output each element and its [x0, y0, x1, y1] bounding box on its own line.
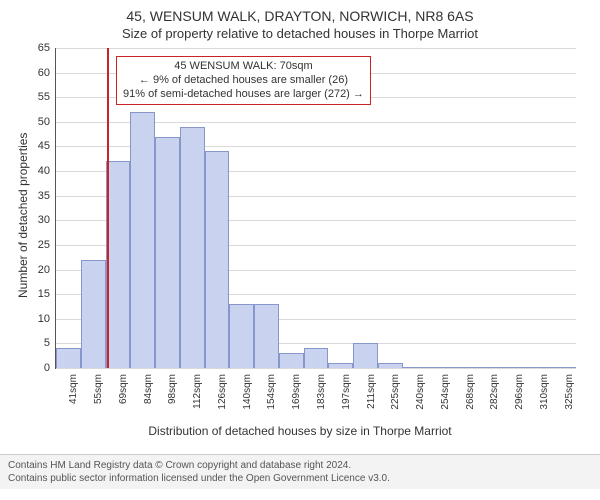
y-tick-label: 0 [44, 362, 50, 374]
x-tick-label: 112sqm [192, 374, 203, 414]
y-tick-label: 65 [38, 42, 50, 54]
y-tick-label: 50 [38, 116, 50, 128]
x-tick-label: 140sqm [242, 374, 253, 414]
annotation-line: 91% of semi-detached houses are larger (… [123, 88, 364, 102]
y-tick-label: 55 [38, 91, 50, 103]
x-tick-label: 268sqm [465, 374, 476, 414]
y-tick-label: 15 [38, 288, 50, 300]
histogram-bar [279, 353, 304, 368]
histogram-bar [353, 343, 378, 368]
y-tick-label: 60 [38, 67, 50, 79]
reference-marker-line [107, 48, 109, 368]
histogram-bar [229, 304, 254, 368]
y-tick-label: 35 [38, 190, 50, 202]
x-axis-title: Distribution of detached houses by size … [0, 424, 600, 438]
histogram-bar [81, 260, 106, 368]
y-tick-label: 20 [38, 264, 50, 276]
histogram-bar [205, 151, 230, 368]
y-axis-title: Number of detached properties [16, 133, 30, 298]
histogram-bar [452, 367, 477, 368]
x-tick-label: 154sqm [266, 374, 277, 414]
chart-title-line2: Size of property relative to detached ho… [0, 26, 600, 41]
x-tick-label: 98sqm [167, 374, 178, 414]
x-tick-label: 55sqm [93, 374, 104, 414]
chart-title-line1: 45, WENSUM WALK, DRAYTON, NORWICH, NR8 6… [0, 8, 600, 24]
x-tick-label: 296sqm [514, 374, 525, 414]
x-tick-label: 169sqm [291, 374, 302, 414]
annotation-line: ← 9% of detached houses are smaller (26) [123, 74, 364, 88]
histogram-bar [106, 161, 131, 368]
x-tick-label: 197sqm [341, 374, 352, 414]
x-tick-label: 310sqm [539, 374, 550, 414]
histogram-bar [56, 348, 81, 368]
y-tick-label: 5 [44, 337, 50, 349]
histogram-bar [526, 367, 551, 368]
x-tick-label: 211sqm [366, 374, 377, 414]
x-tick-label: 225sqm [390, 374, 401, 414]
y-tick-label: 10 [38, 313, 50, 325]
histogram-bar [378, 363, 403, 368]
histogram-bar [155, 137, 180, 368]
histogram-chart: 45, WENSUM WALK, DRAYTON, NORWICH, NR8 6… [0, 0, 600, 500]
x-tick-label: 126sqm [217, 374, 228, 414]
histogram-bar [502, 367, 527, 368]
histogram-bar [551, 367, 576, 368]
histogram-bar [477, 367, 502, 368]
y-tick-label: 45 [38, 140, 50, 152]
attribution-line2: Contains public sector information licen… [8, 472, 592, 485]
x-tick-label: 254sqm [440, 374, 451, 414]
histogram-bar [304, 348, 329, 368]
y-tick-label: 40 [38, 165, 50, 177]
x-tick-label: 41sqm [68, 374, 79, 414]
x-tick-label: 282sqm [489, 374, 500, 414]
x-tick-label: 325sqm [564, 374, 575, 414]
histogram-bar [130, 112, 155, 368]
histogram-bar [180, 127, 205, 368]
annotation-box: 45 WENSUM WALK: 70sqm← 9% of detached ho… [116, 56, 371, 105]
annotation-line: 45 WENSUM WALK: 70sqm [123, 60, 364, 74]
x-tick-label: 84sqm [143, 374, 154, 414]
histogram-bar [403, 367, 428, 368]
histogram-bar [328, 363, 353, 368]
x-tick-label: 69sqm [118, 374, 129, 414]
y-tick-label: 30 [38, 214, 50, 226]
x-tick-label: 183sqm [316, 374, 327, 414]
plot-area: 0510152025303540455055606541sqm55sqm69sq… [55, 48, 576, 369]
attribution-line1: Contains HM Land Registry data © Crown c… [8, 459, 592, 472]
y-tick-label: 25 [38, 239, 50, 251]
x-tick-label: 240sqm [415, 374, 426, 414]
y-gridline [56, 368, 576, 369]
histogram-bar [427, 367, 452, 368]
histogram-bar [254, 304, 279, 368]
y-gridline [56, 48, 576, 49]
attribution-text: Contains HM Land Registry data © Crown c… [0, 454, 600, 489]
